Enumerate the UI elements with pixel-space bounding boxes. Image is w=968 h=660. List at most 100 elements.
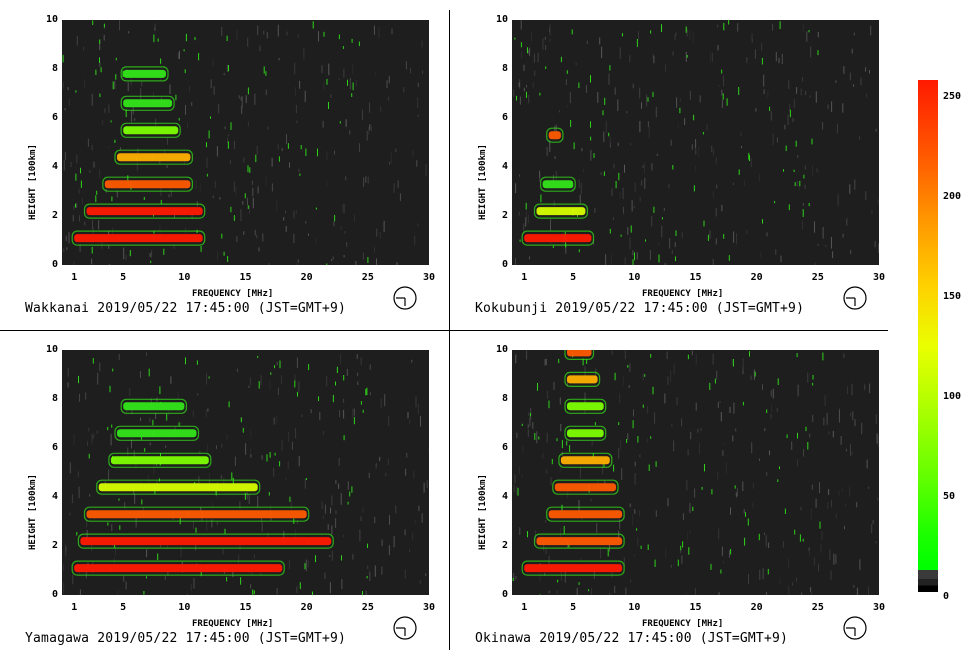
x-tick-label: 5 bbox=[570, 272, 577, 283]
echo-trace-halo bbox=[120, 398, 187, 414]
echo-trace bbox=[123, 126, 179, 135]
ionogram-plot-yamagawa bbox=[62, 350, 429, 595]
echo-trace-halo bbox=[546, 506, 625, 522]
station-caption: Wakkanai 2019/05/22 17:45:00 (JST=GMT+9) bbox=[25, 301, 347, 316]
x-tick-label: 30 bbox=[422, 602, 436, 613]
echo-trace bbox=[86, 207, 203, 216]
echo-trace bbox=[117, 153, 191, 162]
echo-trace-halo bbox=[120, 122, 181, 138]
echo-trace bbox=[524, 234, 592, 243]
y-tick-label: 2 bbox=[51, 540, 58, 551]
x-tick-label: 25 bbox=[811, 272, 824, 283]
echo-trace bbox=[567, 375, 598, 384]
echo-trace-halo bbox=[552, 479, 619, 495]
x-tick-label: 30 bbox=[422, 272, 436, 283]
x-tick-label: 30 bbox=[872, 602, 886, 613]
x-tick-label: 15 bbox=[239, 602, 252, 613]
echo-trace-halo bbox=[96, 479, 261, 495]
colorbar-tick: 0 bbox=[943, 591, 950, 602]
echo-trace bbox=[536, 537, 623, 546]
echo-trace-halo bbox=[114, 425, 200, 441]
x-axis-label: FREQUENCY [MHz] bbox=[642, 289, 724, 299]
y-tick-label: 8 bbox=[51, 63, 58, 74]
y-tick-label: 8 bbox=[501, 393, 508, 404]
x-tick-label: 5 bbox=[120, 272, 127, 283]
echo-trace bbox=[123, 402, 185, 411]
clock-icon bbox=[843, 286, 867, 310]
echo-trace-halo bbox=[120, 66, 169, 82]
noise-streaks bbox=[512, 350, 879, 595]
echo-trace-halo bbox=[540, 176, 576, 192]
y-tick-label: 2 bbox=[51, 210, 58, 221]
x-tick-label: 1 bbox=[521, 272, 528, 283]
echo-trace bbox=[554, 483, 616, 492]
echo-trace bbox=[567, 429, 604, 438]
echo-trace-halo bbox=[564, 371, 601, 387]
x-axis-label: FREQUENCY [MHz] bbox=[192, 619, 274, 629]
echo-trace-halo bbox=[71, 230, 206, 246]
clock-icon bbox=[393, 286, 417, 310]
colorbar-tick: 200 bbox=[943, 191, 962, 202]
y-tick-label: 6 bbox=[51, 442, 58, 453]
echo-trace bbox=[536, 207, 586, 216]
y-tick-label: 4 bbox=[51, 491, 58, 502]
y-tick-label: 0 bbox=[51, 589, 58, 600]
station-caption: Yamagawa 2019/05/22 17:45:00 (JST=GMT+9) bbox=[25, 631, 347, 646]
colorbar-dark-segment bbox=[918, 570, 938, 592]
echo-trace bbox=[98, 483, 258, 492]
x-tick-label: 5 bbox=[120, 602, 127, 613]
y-axis-label: HEIGHT [100km] bbox=[28, 144, 38, 220]
y-tick-label: 6 bbox=[51, 112, 58, 123]
y-tick-label: 10 bbox=[495, 344, 508, 355]
ionogram-plot-kokubunji bbox=[512, 20, 879, 265]
x-tick-label: 1 bbox=[521, 602, 528, 613]
echo-trace bbox=[560, 456, 610, 465]
x-tick-label: 10 bbox=[178, 272, 191, 283]
x-tick-label: 20 bbox=[300, 602, 313, 613]
y-tick-label: 2 bbox=[501, 210, 508, 221]
x-tick-label: 25 bbox=[361, 602, 374, 613]
ionogram-canvas bbox=[63, 352, 429, 595]
x-tick-label: 10 bbox=[628, 602, 641, 613]
x-tick-label: 20 bbox=[300, 272, 313, 283]
x-tick-label: 25 bbox=[361, 272, 374, 283]
echo-trace bbox=[548, 510, 623, 519]
ionogram-plot-wakkanai bbox=[62, 20, 429, 265]
horizontal-divider bbox=[0, 330, 888, 331]
echo-trace-halo bbox=[114, 149, 194, 165]
y-tick-label: 4 bbox=[51, 161, 58, 172]
y-tick-label: 0 bbox=[501, 589, 508, 600]
colorbar-tick: 100 bbox=[943, 391, 962, 402]
echo-trace-halo bbox=[521, 560, 625, 576]
y-tick-label: 6 bbox=[501, 442, 508, 453]
echo-trace-halo bbox=[564, 350, 595, 360]
colorbar bbox=[918, 80, 938, 592]
echo-trace bbox=[567, 350, 592, 357]
y-axis-label: HEIGHT [100km] bbox=[478, 474, 488, 550]
x-tick-label: 15 bbox=[239, 272, 252, 283]
ionogram-canvas bbox=[513, 20, 879, 265]
colorbar-tick: 50 bbox=[943, 491, 956, 502]
x-tick-label: 15 bbox=[689, 272, 702, 283]
echo-trace-halo bbox=[77, 533, 334, 549]
y-axis-label: HEIGHT [100km] bbox=[478, 144, 488, 220]
echo-trace bbox=[123, 99, 173, 108]
echo-trace-halo bbox=[546, 127, 564, 143]
x-tick-label: 15 bbox=[689, 602, 702, 613]
station-caption: Okinawa 2019/05/22 17:45:00 (JST=GMT+9) bbox=[475, 631, 789, 646]
echo-trace-halo bbox=[558, 452, 613, 468]
echo-trace bbox=[74, 564, 283, 573]
echo-trace bbox=[74, 234, 203, 243]
colorbar-tick: 150 bbox=[943, 291, 962, 302]
echo-trace-halo bbox=[71, 560, 285, 576]
y-tick-label: 6 bbox=[501, 112, 508, 123]
echo-trace bbox=[524, 564, 623, 573]
x-tick-label: 1 bbox=[71, 272, 78, 283]
y-tick-label: 0 bbox=[501, 259, 508, 270]
y-tick-label: 4 bbox=[501, 491, 508, 502]
echo-trace-halo bbox=[533, 533, 625, 549]
echo-trace bbox=[117, 429, 197, 438]
noise-streaks bbox=[63, 352, 429, 595]
ionogram-canvas bbox=[512, 350, 879, 595]
y-tick-label: 0 bbox=[51, 259, 58, 270]
